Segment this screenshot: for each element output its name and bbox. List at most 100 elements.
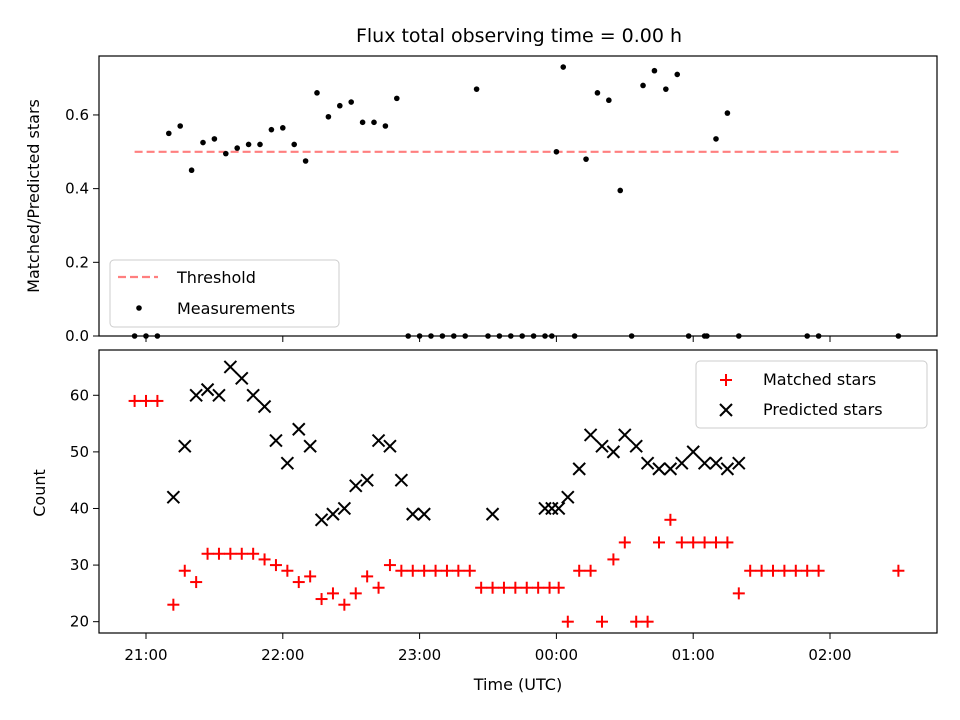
matched-star-marker <box>151 394 164 407</box>
matched-star-marker <box>767 564 779 577</box>
matched-star-marker <box>561 615 574 628</box>
matched-star-marker <box>497 581 510 594</box>
matched-star-marker <box>304 570 317 583</box>
top-ytick-label: 0.0 <box>65 327 89 345</box>
matched-star-marker <box>440 564 453 577</box>
predicted-star-stroke-b <box>360 473 374 487</box>
predicted-star-stroke-b <box>383 439 397 453</box>
predicted-star-marker <box>337 501 352 516</box>
matched-star-marker <box>326 587 339 600</box>
measurement-point <box>553 148 560 155</box>
bottom-axes-frame <box>98 349 938 634</box>
predicted-star-marker <box>551 501 566 516</box>
threshold-legend-label: Threshold <box>176 268 256 287</box>
predicted-star-marker <box>292 422 306 436</box>
measurement-point <box>268 126 275 133</box>
measurement-point <box>640 82 646 89</box>
measurement-point <box>337 102 343 109</box>
matched-star-marker <box>361 570 374 583</box>
top-legend-frame <box>109 259 340 328</box>
matched-star-marker <box>892 564 905 577</box>
matched-star-marker <box>687 536 700 549</box>
matched-star-marker <box>710 536 722 549</box>
measurement-point <box>302 158 309 164</box>
measurement-point <box>560 64 567 70</box>
matched-star-marker <box>675 536 688 549</box>
measurement-point <box>166 130 172 137</box>
predicted-legend-swatch <box>719 403 733 417</box>
bottom-ytick-label: 20 <box>70 613 89 631</box>
matched-star-marker <box>486 581 499 594</box>
predicted-star-marker <box>269 433 283 448</box>
measurement-point <box>371 119 377 126</box>
measurement-point <box>211 136 218 142</box>
bottom-xtick-label: 23:00 <box>398 646 441 664</box>
matched-star-marker <box>201 547 214 560</box>
matched-star-marker <box>269 559 282 572</box>
bottom-xtick-label: 01:00 <box>672 646 715 664</box>
predicted-star-stroke-b <box>720 462 735 476</box>
matched-star-marker <box>190 576 203 589</box>
predicted-star-stroke-b <box>371 433 386 448</box>
predicted-star-marker <box>606 445 621 459</box>
predicted-star-marker <box>629 439 643 453</box>
predicted-star-stroke-b <box>709 456 723 470</box>
matched-star-marker <box>584 564 597 577</box>
predicted-star-stroke-b <box>406 507 420 521</box>
predicted-star-marker <box>720 462 735 476</box>
measurement-point <box>188 167 195 174</box>
predicted-star-marker <box>246 388 260 402</box>
bottom-ytick-label: 50 <box>70 443 89 461</box>
matched-star-marker <box>653 536 665 549</box>
matched-star-marker <box>744 564 757 577</box>
predicted-star-stroke-b <box>292 422 306 436</box>
predicted-star-stroke-b <box>189 388 203 402</box>
matched-star-marker <box>573 564 586 577</box>
predicted-star-stroke-b <box>235 371 249 386</box>
predicted-star-stroke-b <box>223 360 238 374</box>
matched-star-marker <box>178 564 191 577</box>
matched-star-marker <box>641 615 654 628</box>
top-ytick-label: 0.4 <box>65 180 89 198</box>
predicted-star-stroke-b <box>618 428 632 442</box>
matched-star-marker <box>664 513 677 526</box>
predicted-star-stroke-b <box>606 445 621 459</box>
measurement-point <box>177 123 183 129</box>
predicted-star-marker <box>371 433 386 448</box>
matched-star-marker <box>235 547 248 560</box>
predicted-star-stroke-b <box>663 462 678 476</box>
measurement-point <box>713 136 719 142</box>
predicted-star-stroke-b <box>246 388 260 402</box>
predicted-star-stroke-b <box>394 473 409 487</box>
predicted-star-marker <box>189 388 203 402</box>
measurement-point <box>724 110 731 116</box>
measurement-point <box>280 125 286 131</box>
measurement-point <box>674 71 681 78</box>
bottom-xtick-label: 02:00 <box>808 646 851 664</box>
bottom-xlabel: Time (UTC) <box>473 675 562 694</box>
predicted-star-stroke-b <box>583 428 598 442</box>
predicted-star-marker <box>652 462 666 476</box>
measurement-point <box>245 141 252 148</box>
predicted-star-stroke-b <box>337 501 352 516</box>
matched-star-marker <box>224 547 237 560</box>
measurement-point <box>325 113 332 120</box>
predicted-star-marker <box>595 439 609 453</box>
predicted-star-marker <box>349 479 363 493</box>
bottom-ytick-label: 40 <box>70 499 89 517</box>
matched-star-marker <box>698 536 711 549</box>
matched-star-marker <box>552 581 565 594</box>
matched-legend-swatch <box>720 374 732 386</box>
matched-star-marker <box>475 581 488 594</box>
predicted-star-stroke-b <box>314 513 329 527</box>
predicted-star-marker <box>257 399 272 414</box>
predicted-star-stroke-b <box>326 507 340 521</box>
predicted-star-stroke-b <box>178 439 192 453</box>
predicted-star-stroke-b <box>551 501 566 516</box>
measurement-point <box>473 86 480 92</box>
matched-star-marker <box>532 581 545 594</box>
matched-star-marker <box>406 564 419 577</box>
matched-star-marker <box>212 547 225 560</box>
matched-star-marker <box>167 598 180 611</box>
bottom-ylabel: Count <box>30 469 49 517</box>
